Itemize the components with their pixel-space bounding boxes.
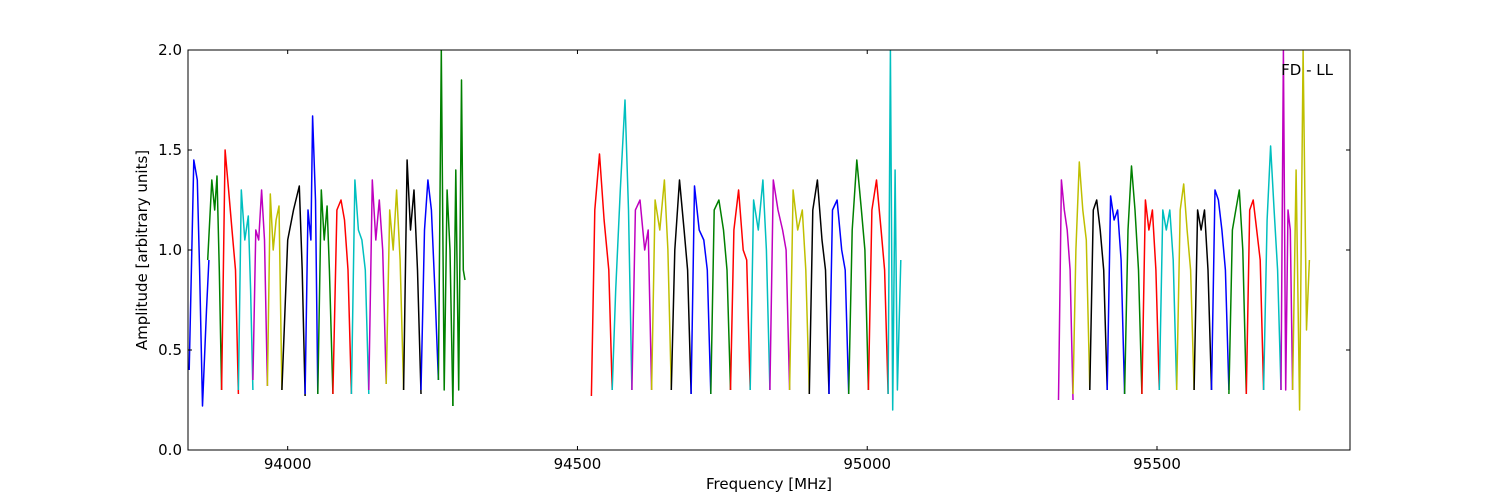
series-line-31 [847, 159, 870, 395]
series-line-8 [304, 115, 319, 395]
series-line-43 [1210, 189, 1230, 391]
series-line-41 [1175, 183, 1195, 391]
x-tick-label: 95000 [843, 455, 891, 473]
series-line-19 [611, 99, 633, 391]
tick-layer: 94000 94500 95000 95500 0.0 0.5 1.0 1.5 2.0 [158, 41, 1350, 473]
series-line-48 [1291, 50, 1311, 411]
series-line-1 [188, 159, 210, 407]
series-line-29 [808, 179, 830, 395]
series-line-42 [1193, 209, 1213, 391]
y-tick-label: 0.5 [158, 341, 182, 359]
series-line-15 [420, 179, 440, 391]
series-line-30 [828, 199, 850, 395]
series-line-20 [631, 199, 653, 391]
series-line-7 [281, 185, 306, 397]
series-line-3 [220, 149, 240, 395]
x-tick-label: 94000 [264, 455, 312, 473]
y-axis-label: Amplitude [arbitrary units] [133, 150, 151, 350]
series-line-26 [749, 179, 771, 391]
series-line-14 [402, 159, 422, 395]
y-tick-label: 0.0 [158, 441, 182, 459]
y-tick-label: 2.0 [158, 41, 182, 59]
series-line-33 [887, 50, 902, 411]
series-line-37 [1106, 195, 1126, 395]
series-line-16 [437, 50, 454, 407]
series-line-12 [368, 179, 387, 391]
series-line-23 [690, 185, 712, 395]
series-line-4 [237, 189, 254, 391]
series-line-11 [350, 179, 370, 395]
series-line-18 [590, 153, 613, 397]
series-line-35 [1072, 161, 1091, 395]
series-line-22 [670, 179, 692, 395]
y-tick-label: 1.0 [158, 241, 182, 259]
series-line-38 [1123, 165, 1143, 395]
series-line-40 [1158, 209, 1178, 391]
y-tick-label: 1.5 [158, 141, 182, 159]
series-line-28 [788, 189, 811, 395]
x-tick-label: 94500 [554, 455, 602, 473]
series-line-44 [1228, 189, 1248, 395]
panel-annotation: FD - LL [1281, 61, 1333, 79]
x-axis-label: Frequency [MHz] [706, 475, 832, 493]
series-line-6 [266, 193, 283, 391]
series-line-34 [1057, 179, 1074, 401]
series-line-25 [729, 189, 751, 391]
series-line-39 [1141, 199, 1161, 395]
x-tick-label: 95500 [1133, 455, 1181, 473]
series-line-27 [769, 179, 791, 391]
series-line-2 [206, 175, 223, 391]
series-line-9 [317, 189, 334, 395]
series-line-32 [867, 179, 889, 395]
series-line-13 [385, 189, 405, 391]
series-line-46 [1262, 145, 1282, 391]
series-line-47 [1280, 50, 1294, 391]
series-line-24 [710, 199, 732, 395]
series-line-17 [452, 79, 466, 407]
series-line-10 [332, 199, 353, 395]
series-line-36 [1089, 199, 1108, 391]
series-line-21 [650, 179, 673, 391]
series-layer [188, 50, 1311, 411]
series-line-45 [1245, 199, 1265, 395]
series-line-5 [252, 189, 269, 387]
